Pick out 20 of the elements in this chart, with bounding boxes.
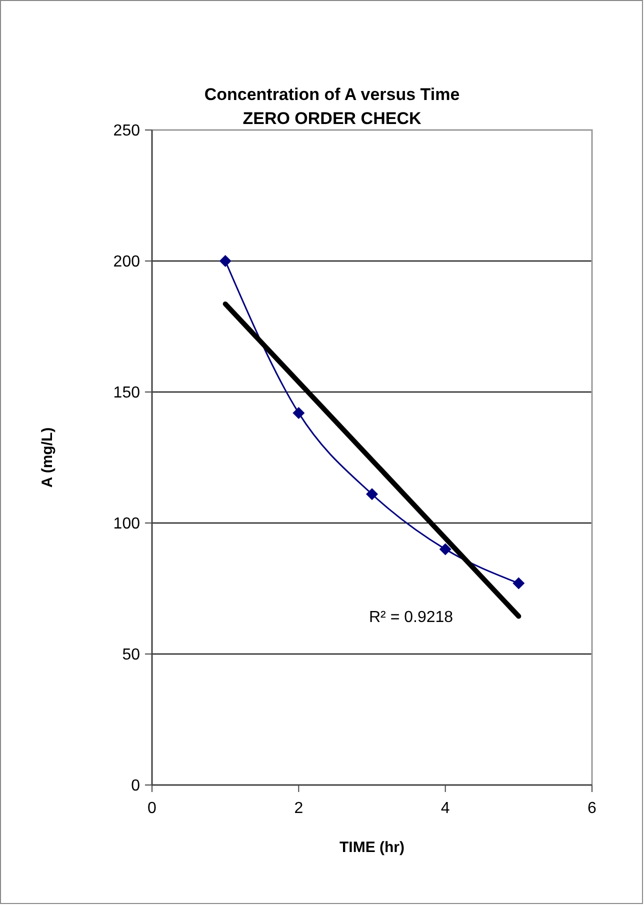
y-tick-label: 50 xyxy=(122,646,140,664)
chart-subtitle: ZERO ORDER CHECK xyxy=(242,109,422,128)
y-tick-label: 200 xyxy=(113,254,140,271)
y-tick-label: 250 xyxy=(113,122,140,140)
y-tick-label: 150 xyxy=(113,384,140,402)
x-tick-label: 4 xyxy=(440,800,450,817)
x-tick-label: 6 xyxy=(588,800,597,817)
x-tick-label: 0 xyxy=(148,800,157,817)
point xyxy=(439,543,452,556)
annotation: R² = 0.9218 xyxy=(369,609,454,626)
y-tick-label: 0 xyxy=(131,778,140,795)
chart-title: Concentration of A versus Time xyxy=(204,85,460,104)
point xyxy=(219,255,232,267)
point xyxy=(366,488,378,500)
y-axis-title: A (mg/L) xyxy=(39,427,56,488)
x-axis-title: TIME (hr) xyxy=(340,839,404,856)
point xyxy=(512,577,525,590)
y-tick-label: 100 xyxy=(113,516,140,533)
x-tick-label: 2 xyxy=(294,800,304,817)
point xyxy=(292,406,305,419)
